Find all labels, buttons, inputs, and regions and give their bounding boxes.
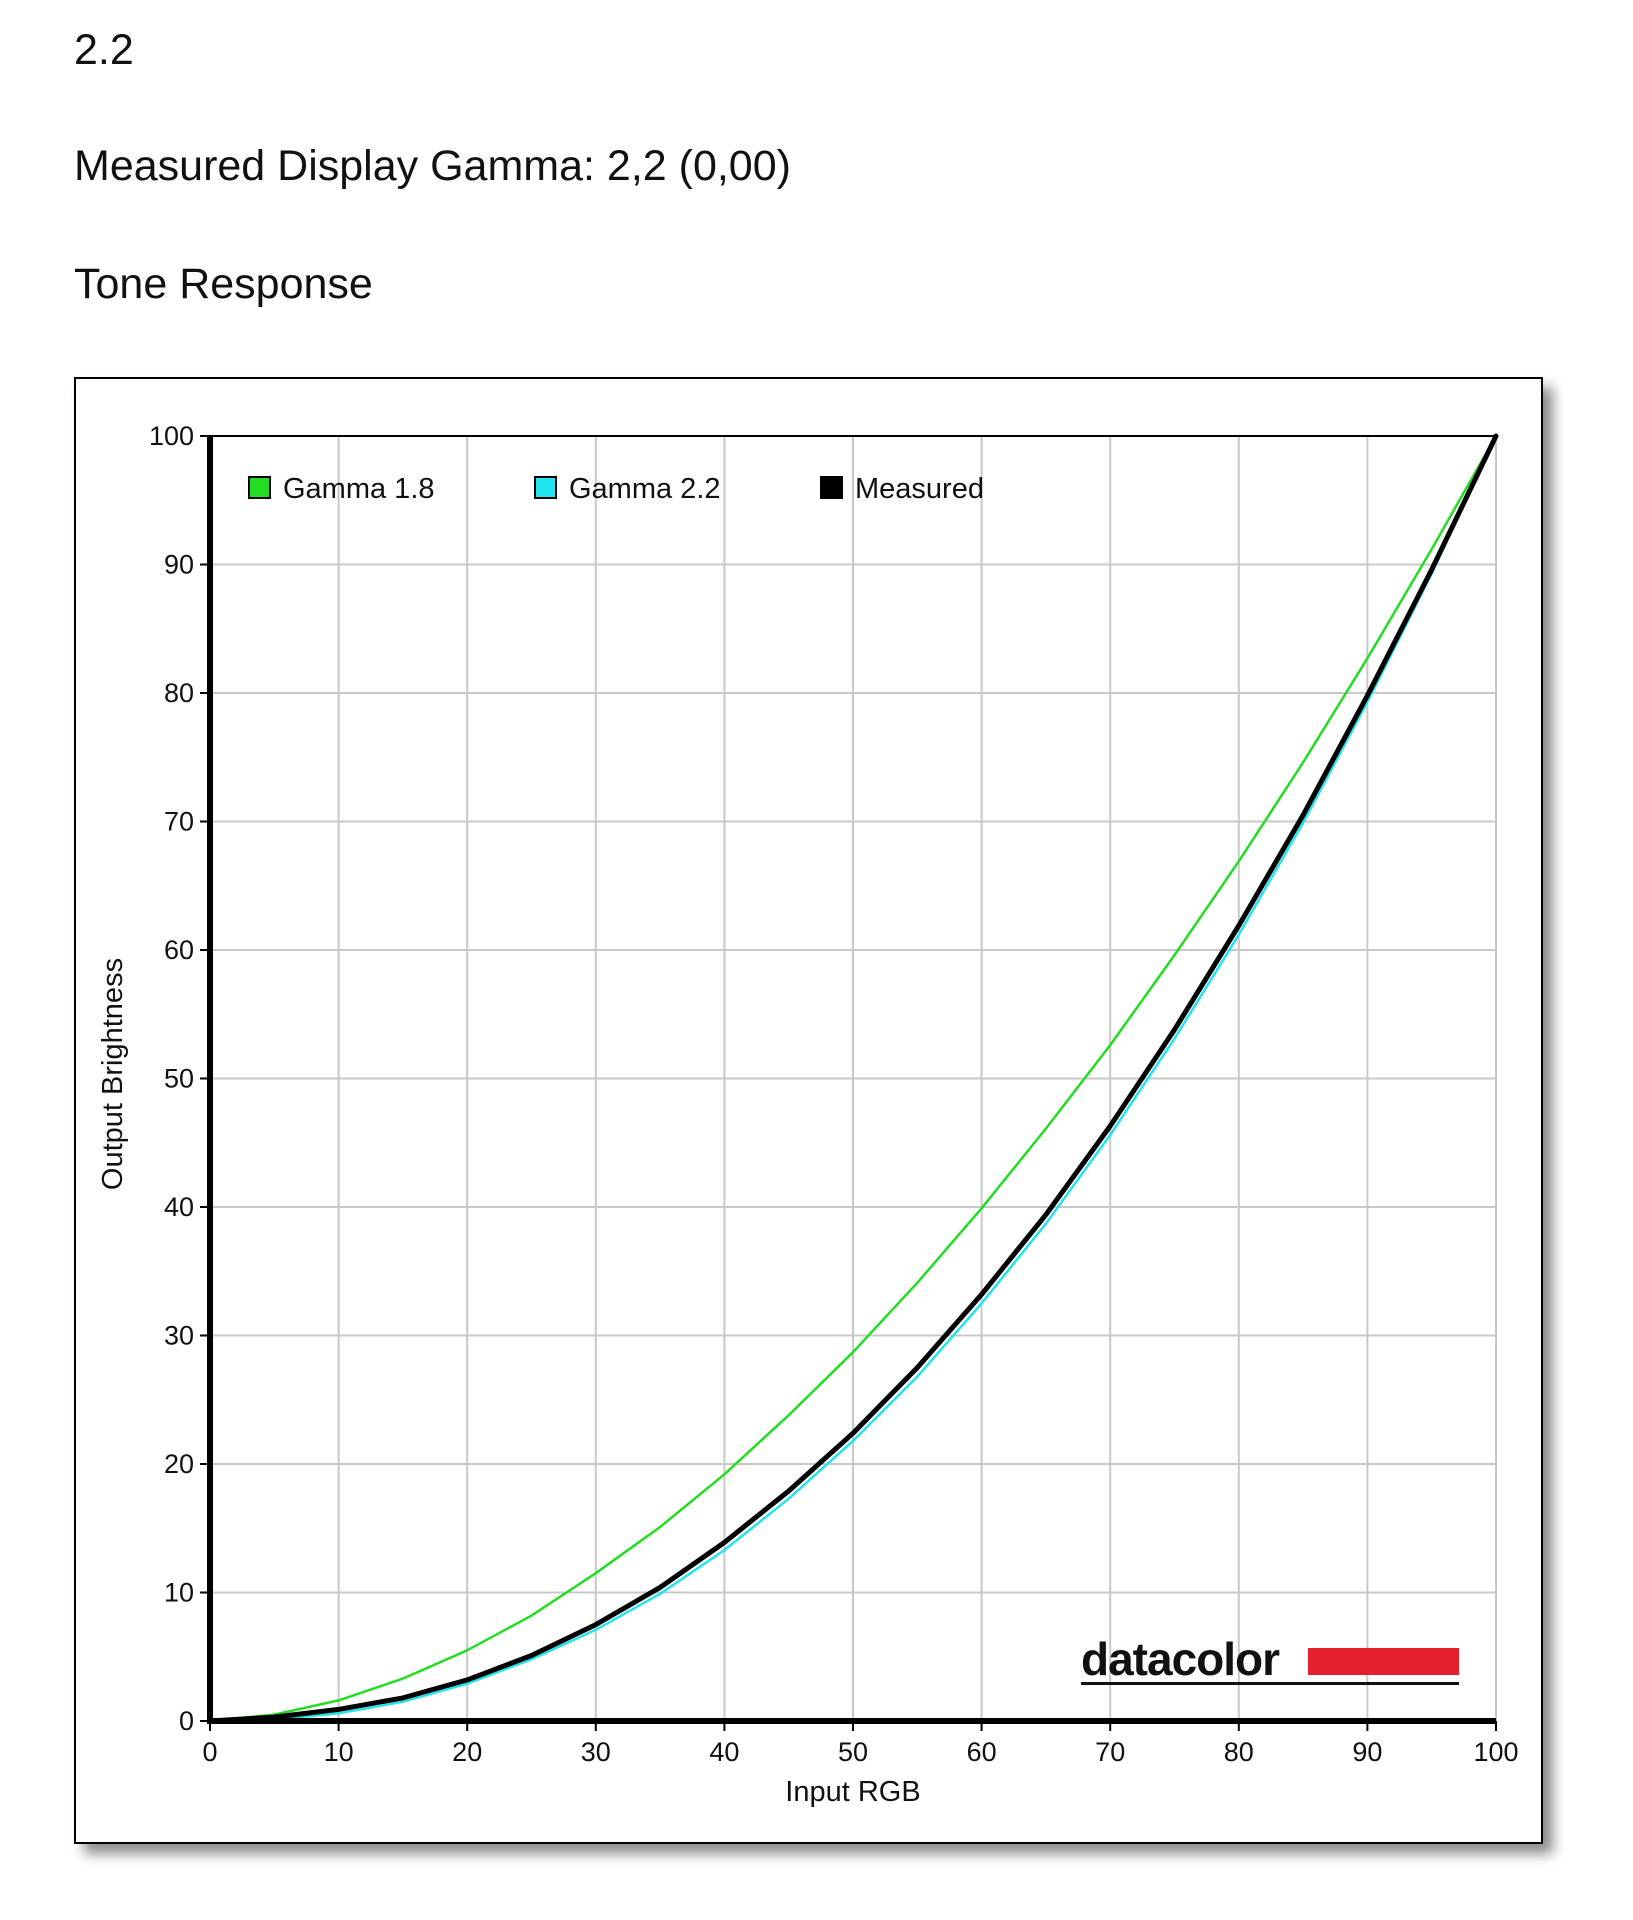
- series-line-measured: [207, 433, 1499, 1724]
- x-tick-label-0: 0: [202, 1737, 217, 1767]
- measured-gamma-heading: Measured Display Gamma: 2,2 (0,00): [74, 142, 791, 190]
- y-tick-label-0: 0: [179, 1706, 194, 1736]
- legend-label-measured: Measured: [855, 473, 984, 505]
- y-tick-label-20: 20: [164, 1449, 194, 1479]
- x-tick-label-100: 100: [1473, 1737, 1518, 1767]
- y-tick-label-60: 60: [164, 935, 194, 965]
- y-tick-label-100: 100: [149, 421, 194, 451]
- series-line-gamma-2-2: [208, 434, 1498, 1723]
- x-tick-label-70: 70: [1095, 1737, 1125, 1767]
- datacolor-logo-bar: [1308, 1648, 1459, 1675]
- y-tick-label-90: 90: [164, 550, 194, 580]
- y-tick-label-50: 50: [164, 1064, 194, 1094]
- axes: [200, 435, 1497, 1731]
- x-tick-label-50: 50: [838, 1737, 868, 1767]
- x-tick-label-30: 30: [581, 1737, 611, 1767]
- series-line-gamma-1-8: [208, 434, 1498, 1723]
- legend-label-gamma-1-8: Gamma 1.8: [283, 473, 435, 505]
- legend: Gamma 1.8 Gamma 2.2 Measured: [248, 473, 984, 505]
- legend-swatch-gamma-1-8: [248, 476, 271, 499]
- x-tick-label-10: 10: [324, 1737, 354, 1767]
- tone-response-heading: Tone Response: [74, 260, 373, 308]
- y-tick-label-10: 10: [164, 1578, 194, 1608]
- x-tick-label-60: 60: [967, 1737, 997, 1767]
- y-tick-label-40: 40: [164, 1192, 194, 1222]
- datacolor-logo: datacolor: [1081, 1633, 1459, 1685]
- series-lines: [207, 433, 1499, 1724]
- y-tick-label-80: 80: [164, 678, 194, 708]
- legend-label-gamma-2-2: Gamma 2.2: [569, 473, 721, 505]
- y-tick-label-70: 70: [164, 807, 194, 837]
- x-tick-label-40: 40: [709, 1737, 739, 1767]
- legend-swatch-measured: [820, 476, 843, 499]
- tick-labels: 0 10 20 30 40 50 60 70 80 90 100 0 10 20 30 40 50 60 70 80 9…: [149, 421, 1519, 1767]
- y-tick-label-30: 30: [164, 1321, 194, 1351]
- tone-response-chart: 0 10 20 30 40 50 60 70 80 90 100 0 10 20 30 40 50 60 70 80 9…: [97, 421, 1519, 1808]
- legend-swatch-gamma-2-2: [534, 476, 557, 499]
- x-tick-label-90: 90: [1352, 1737, 1382, 1767]
- y-axis-label: Output Brightness: [97, 958, 129, 1190]
- x-tick-label-20: 20: [452, 1737, 482, 1767]
- datacolor-logo-underline: [1081, 1682, 1459, 1685]
- x-axis-label: Input RGB: [785, 1776, 920, 1808]
- grid-lines: [210, 435, 1497, 1721]
- x-tick-label-80: 80: [1224, 1737, 1254, 1767]
- gamma-value-heading: 2.2: [74, 26, 134, 74]
- chart-frame: 0 10 20 30 40 50 60 70 80 90 100 0 10 20 30 40 50 60 70 80 9…: [74, 377, 1543, 1844]
- datacolor-logo-text: datacolor: [1081, 1633, 1280, 1685]
